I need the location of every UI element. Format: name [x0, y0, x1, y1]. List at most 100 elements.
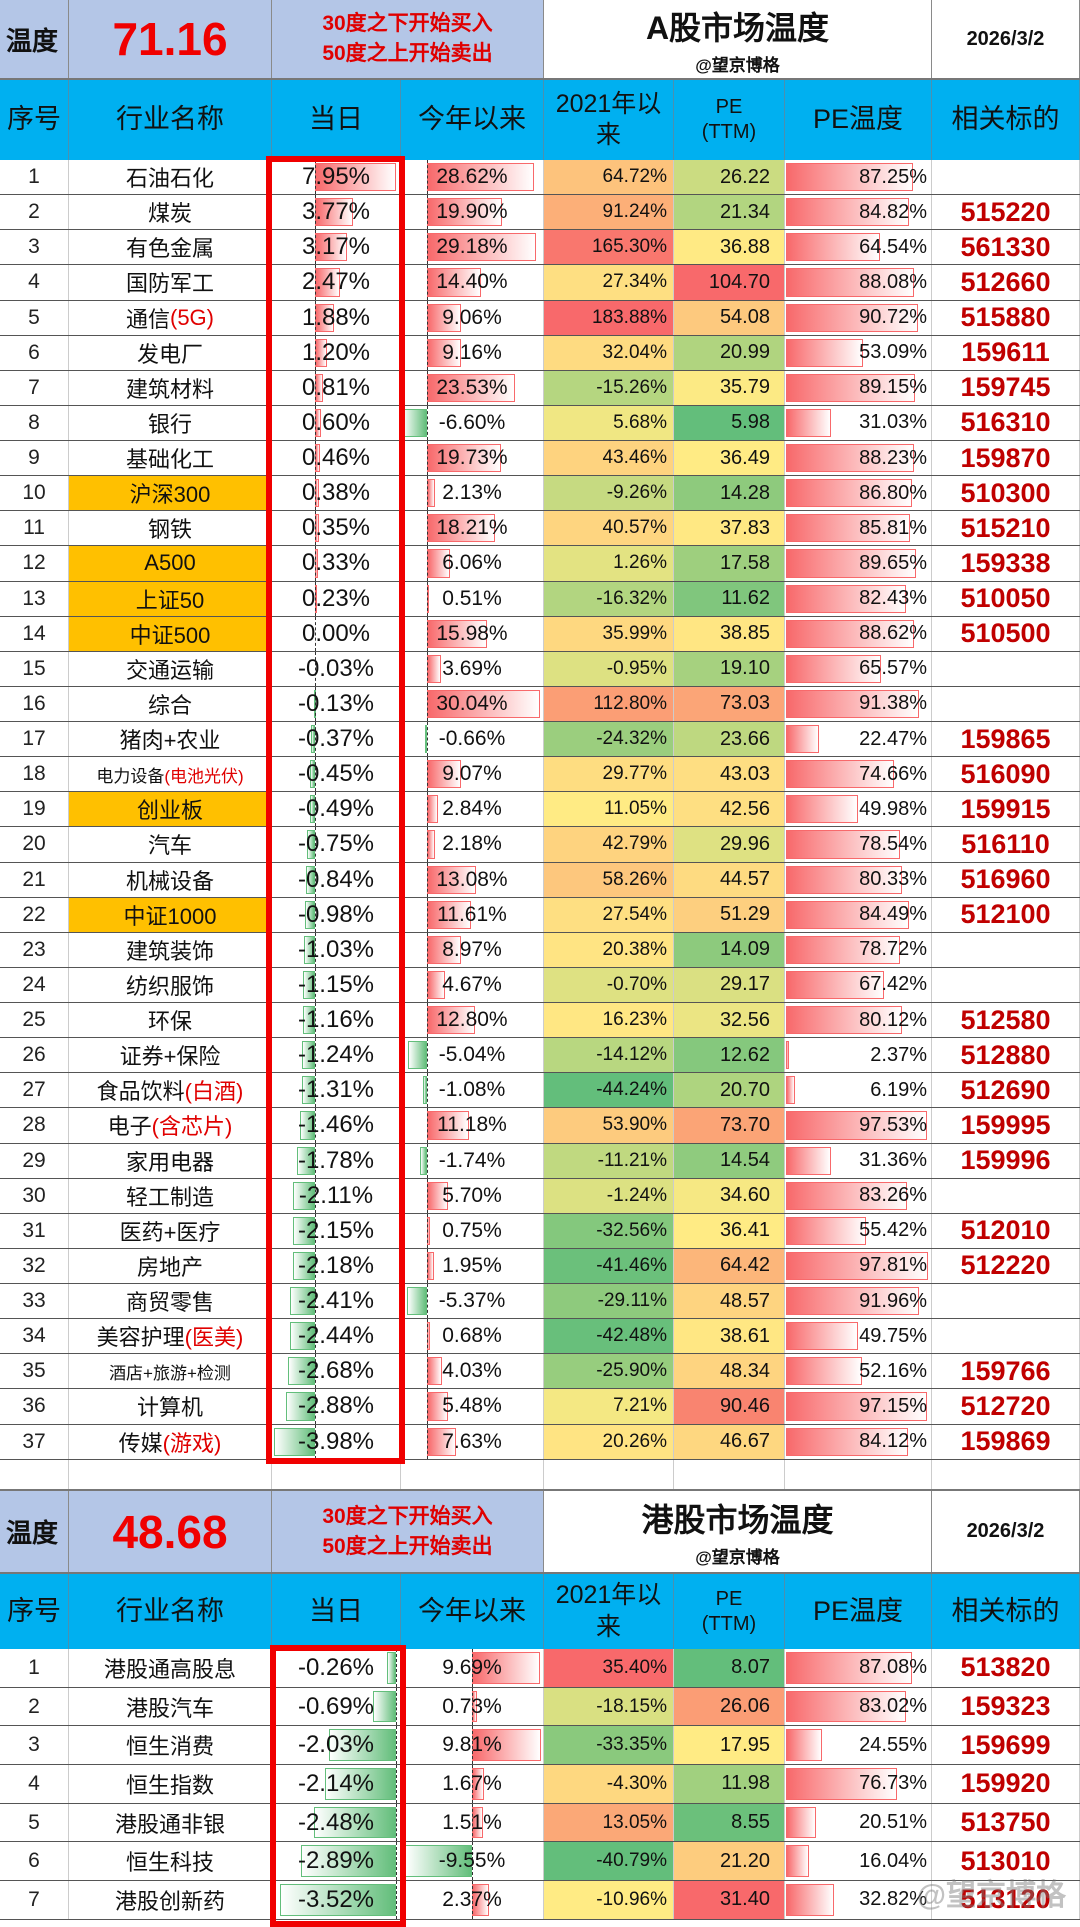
related-fund-code[interactable] [932, 686, 1080, 721]
table-row[interactable]: 6 发电厂 1.20% 9.16% 32.04% 20.99 53.09% 159611 [0, 335, 1080, 371]
table-row[interactable]: 22 中证1000 -0.98% 11.61% 27.54% 51.29 84.49% 512… [0, 897, 1080, 933]
related-fund-code[interactable]: 159745 [932, 370, 1080, 405]
table-row[interactable]: 14 中证500 0.00% 15.98% 35.99% 38.85 88.62% 51050… [0, 616, 1080, 652]
table-row[interactable]: 9 基础化工 0.46% 19.73% 43.46% 36.49 88.23% 159870 [0, 441, 1080, 477]
table-row[interactable]: 15 交通运输 -0.03% 3.69% -0.95% 19.10 65.57% [0, 651, 1080, 687]
table-row[interactable]: 7 建筑材料 0.81% 23.53% -15.26% 35.79 89.15% 159745 [0, 370, 1080, 406]
related-fund-code[interactable]: 159869 [932, 1424, 1080, 1459]
related-fund-code[interactable]: 515210 [932, 511, 1080, 546]
related-fund-code[interactable]: 512580 [932, 1003, 1080, 1038]
column-header-ytd[interactable]: 今年以来 [401, 1574, 544, 1649]
related-fund-code[interactable]: 512660 [932, 265, 1080, 300]
table-row[interactable]: 35 酒店+旅游+检测 -2.68% 4.03% -25.90% 48.34 52.16% 1… [0, 1354, 1080, 1390]
related-fund-code[interactable]: 513820 [932, 1649, 1080, 1687]
related-fund-code[interactable]: 515880 [932, 300, 1080, 335]
table-row[interactable]: 33 商贸零售 -2.41% -5.37% -29.11% 48.57 91.96% [0, 1284, 1080, 1320]
table-row[interactable]: 32 房地产 -2.18% 1.95% -41.46% 64.42 97.81% 512220 [0, 1248, 1080, 1284]
table-row[interactable]: 23 建筑装饰 -1.03% 8.97% 20.38% 14.09 78.72% [0, 932, 1080, 968]
table-row[interactable]: 36 计算机 -2.88% 5.48% 7.21% 90.46 97.15% 512720 [0, 1389, 1080, 1425]
related-fund-code[interactable]: 516310 [932, 405, 1080, 440]
related-fund-code[interactable]: 159611 [932, 335, 1080, 370]
table-row[interactable]: 17 猪肉+农业 -0.37% -0.66% -24.32% 23.66 22.47% 159… [0, 722, 1080, 758]
table-row[interactable]: 27 食品饮料 (白酒) -1.31% -1.08% -44.24% 20.70 6.19% 5… [0, 1073, 1080, 1109]
related-fund-code[interactable]: 512220 [932, 1248, 1080, 1283]
table-row[interactable]: 4 恒生指数 -2.14% 1.67% -4.30% 11.98 76.73% 159920 [0, 1765, 1080, 1804]
column-header-code[interactable]: 相关标的 [932, 80, 1080, 160]
related-fund-code[interactable]: 512100 [932, 897, 1080, 932]
column-header-ytd[interactable]: 今年以来 [401, 80, 544, 160]
related-fund-code[interactable]: 510300 [932, 476, 1080, 511]
related-fund-code[interactable]: 159920 [932, 1765, 1080, 1803]
related-fund-code[interactable]: 516960 [932, 862, 1080, 897]
column-header-since2021[interactable]: 2021年以 来 [544, 1574, 674, 1649]
table-row[interactable]: 24 纺织服饰 -1.15% 4.67% -0.70% 29.17 67.42% [0, 967, 1080, 1003]
related-fund-code[interactable] [932, 651, 1080, 686]
related-fund-code[interactable]: 159323 [932, 1687, 1080, 1726]
related-fund-code[interactable] [932, 932, 1080, 967]
column-header-pe[interactable]: PE (TTM) [674, 1574, 785, 1649]
related-fund-code[interactable] [932, 1178, 1080, 1213]
table-row[interactable]: 6 恒生科技 -2.89% -9.55% -40.79% 21.20 16.04% 51301… [0, 1842, 1080, 1882]
column-header-name[interactable]: 行业名称 [69, 80, 272, 160]
table-row[interactable]: 7 港股创新药 -3.52% 2.37% -10.96% 31.40 32.82% 51312… [0, 1881, 1080, 1920]
table-row[interactable]: 16 综合 -0.13% 30.04% 112.80% 73.03 91.38% [0, 686, 1080, 722]
related-fund-code[interactable]: 513010 [932, 1842, 1080, 1881]
related-fund-code[interactable]: 510500 [932, 616, 1080, 651]
table-row[interactable]: 8 银行 0.60% -6.60% 5.68% 5.98 31.03% 516310 [0, 405, 1080, 441]
table-row[interactable]: 18 电力设备 (电池光伏) -0.45% 9.07% 29.77% 43.03 74.66%… [0, 757, 1080, 793]
table-row[interactable]: 26 证券+保险 -1.24% -5.04% -14.12% 12.62 2.37% 5128… [0, 1038, 1080, 1074]
table-row[interactable]: 13 上证50 0.23% 0.51% -16.32% 11.62 82.43% 510050 [0, 581, 1080, 617]
table-row[interactable]: 20 汽车 -0.75% 2.18% 42.79% 29.96 78.54% 516110 [0, 827, 1080, 863]
related-fund-code[interactable]: 159995 [932, 1108, 1080, 1143]
table-row[interactable]: 31 医药+医疗 -2.15% 0.75% -32.56% 36.41 55.42% 5120… [0, 1213, 1080, 1249]
table-row[interactable]: 25 环保 -1.16% 12.80% 16.23% 32.56 80.12% 512580 [0, 1003, 1080, 1039]
column-header-pe-temp[interactable]: PE温度 [785, 80, 932, 160]
related-fund-code[interactable]: 510050 [932, 581, 1080, 616]
table-row[interactable]: 19 创业板 -0.49% 2.84% 11.05% 42.56 49.98% 159915 [0, 792, 1080, 828]
column-header-no[interactable]: 序号 [0, 1574, 69, 1649]
column-header-pe[interactable]: PE (TTM) [674, 80, 785, 160]
table-row[interactable]: 37 传媒 (游戏) -3.98% 7.63% 20.26% 46.67 84.12% 1598… [0, 1424, 1080, 1460]
related-fund-code[interactable]: 159996 [932, 1143, 1080, 1178]
related-fund-code[interactable]: 159699 [932, 1726, 1080, 1765]
related-fund-code[interactable]: 159865 [932, 722, 1080, 757]
table-row[interactable]: 11 钢铁 0.35% 18.21% 40.57% 37.83 85.81% 515210 [0, 511, 1080, 547]
related-fund-code[interactable] [932, 967, 1080, 1002]
related-fund-code[interactable]: 513750 [932, 1803, 1080, 1842]
related-fund-code[interactable]: 512690 [932, 1073, 1080, 1108]
column-header-pe-temp[interactable]: PE温度 [785, 1574, 932, 1649]
table-row[interactable]: 12 A500 0.33% 6.06% 1.26% 17.58 89.65% 159338 [0, 546, 1080, 582]
table-row[interactable]: 4 国防军工 2.47% 14.40% 27.34% 104.70 88.08% 512660 [0, 265, 1080, 301]
table-row[interactable]: 29 家用电器 -1.78% -1.74% -11.21% 14.54 31.36% 1599… [0, 1143, 1080, 1179]
column-header-today[interactable]: 当日 [272, 1574, 401, 1649]
table-row[interactable]: 10 沪深300 0.38% 2.13% -9.26% 14.28 86.80% 510300 [0, 476, 1080, 512]
table-row[interactable]: 3 恒生消费 -2.03% 9.81% -33.35% 17.95 24.55% 159699 [0, 1726, 1080, 1766]
related-fund-code[interactable]: 512720 [932, 1389, 1080, 1424]
related-fund-code[interactable]: 516090 [932, 757, 1080, 792]
table-row[interactable]: 1 石油石化 7.95% 28.62% 64.72% 26.22 87.25% [0, 160, 1080, 196]
related-fund-code[interactable]: 159338 [932, 546, 1080, 581]
table-row[interactable]: 21 机械设备 -0.84% 13.08% 58.26% 44.57 80.33% 51696… [0, 862, 1080, 898]
related-fund-code[interactable]: 159915 [932, 792, 1080, 827]
related-fund-code[interactable]: 515220 [932, 195, 1080, 230]
table-row[interactable]: 5 港股通非银 -2.48% 1.51% 13.05% 8.55 20.51% 513750 [0, 1803, 1080, 1843]
related-fund-code[interactable] [932, 160, 1080, 195]
column-header-since2021[interactable]: 2021年以 来 [544, 80, 674, 160]
table-row[interactable]: 34 美容护理 (医美) -2.44% 0.68% -42.48% 38.61 49.75% [0, 1319, 1080, 1355]
related-fund-code[interactable]: 516110 [932, 827, 1080, 862]
related-fund-code[interactable] [932, 1284, 1080, 1319]
table-row[interactable]: 2 煤炭 3.77% 19.90% 91.24% 21.34 84.82% 515220 [0, 195, 1080, 231]
related-fund-code[interactable]: 512010 [932, 1213, 1080, 1248]
column-header-today[interactable]: 当日 [272, 80, 401, 160]
related-fund-code[interactable]: 159870 [932, 441, 1080, 476]
table-row[interactable]: 1 港股通高股息 -0.26% 9.69% 35.40% 8.07 87.08% 513820 [0, 1649, 1080, 1688]
related-fund-code[interactable]: 512880 [932, 1038, 1080, 1073]
table-row[interactable]: 28 电子 (含芯片) -1.46% 11.18% 53.90% 73.70 97.53% 15… [0, 1108, 1080, 1144]
related-fund-code[interactable] [932, 1319, 1080, 1354]
table-row[interactable]: 5 通信 (5G) 1.88% 9.06% 183.88% 54.08 90.72% 51588… [0, 300, 1080, 336]
table-row[interactable]: 2 港股汽车 -0.69% 0.73% -18.15% 26.06 83.02% 159323 [0, 1687, 1080, 1727]
related-fund-code[interactable]: 561330 [932, 230, 1080, 265]
table-row[interactable]: 3 有色金属 3.17% 29.18% 165.30% 36.88 64.54% 561330 [0, 230, 1080, 266]
column-header-code[interactable]: 相关标的 [932, 1574, 1080, 1649]
column-header-name[interactable]: 行业名称 [69, 1574, 272, 1649]
